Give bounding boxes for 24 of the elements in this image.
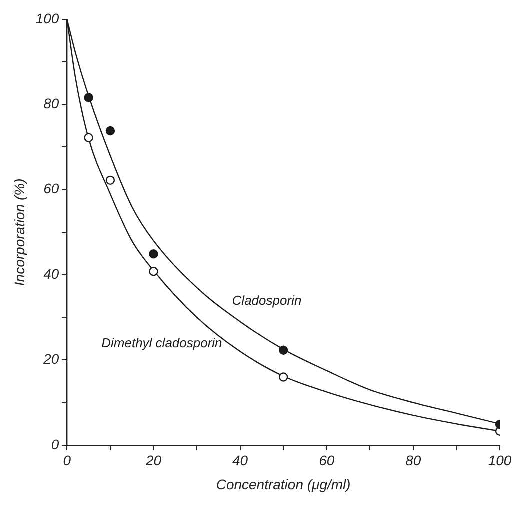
y-axis-title: Incorporation (%) <box>11 178 28 286</box>
series-label: Dimethyl cladosporin <box>102 335 222 350</box>
y-tick-label: 80 <box>44 95 60 112</box>
x-tick-label: 80 <box>406 452 422 469</box>
point <box>149 250 158 259</box>
y-tick-label: 0 <box>51 436 60 452</box>
y-tick-label: 100 <box>36 10 60 26</box>
point <box>278 346 288 355</box>
x-tick-label: 0 <box>63 452 72 469</box>
x-tick-label: 60 <box>319 452 335 469</box>
point <box>106 176 116 186</box>
x-tick-label: 40 <box>232 452 248 469</box>
y-tick-label: 40 <box>44 266 60 282</box>
point <box>149 266 158 276</box>
point <box>84 133 94 142</box>
x-tick-label: 100 <box>488 452 512 469</box>
series-label: Cladosporin <box>232 292 302 308</box>
x-axis-title: Concentration (μg/ml) <box>216 476 351 492</box>
y-tick-label: 20 <box>42 351 60 368</box>
point <box>278 372 288 382</box>
x-tick-label: 20 <box>144 452 162 469</box>
point <box>84 93 94 102</box>
y-tick-label: 60 <box>44 180 60 197</box>
point <box>106 126 116 136</box>
